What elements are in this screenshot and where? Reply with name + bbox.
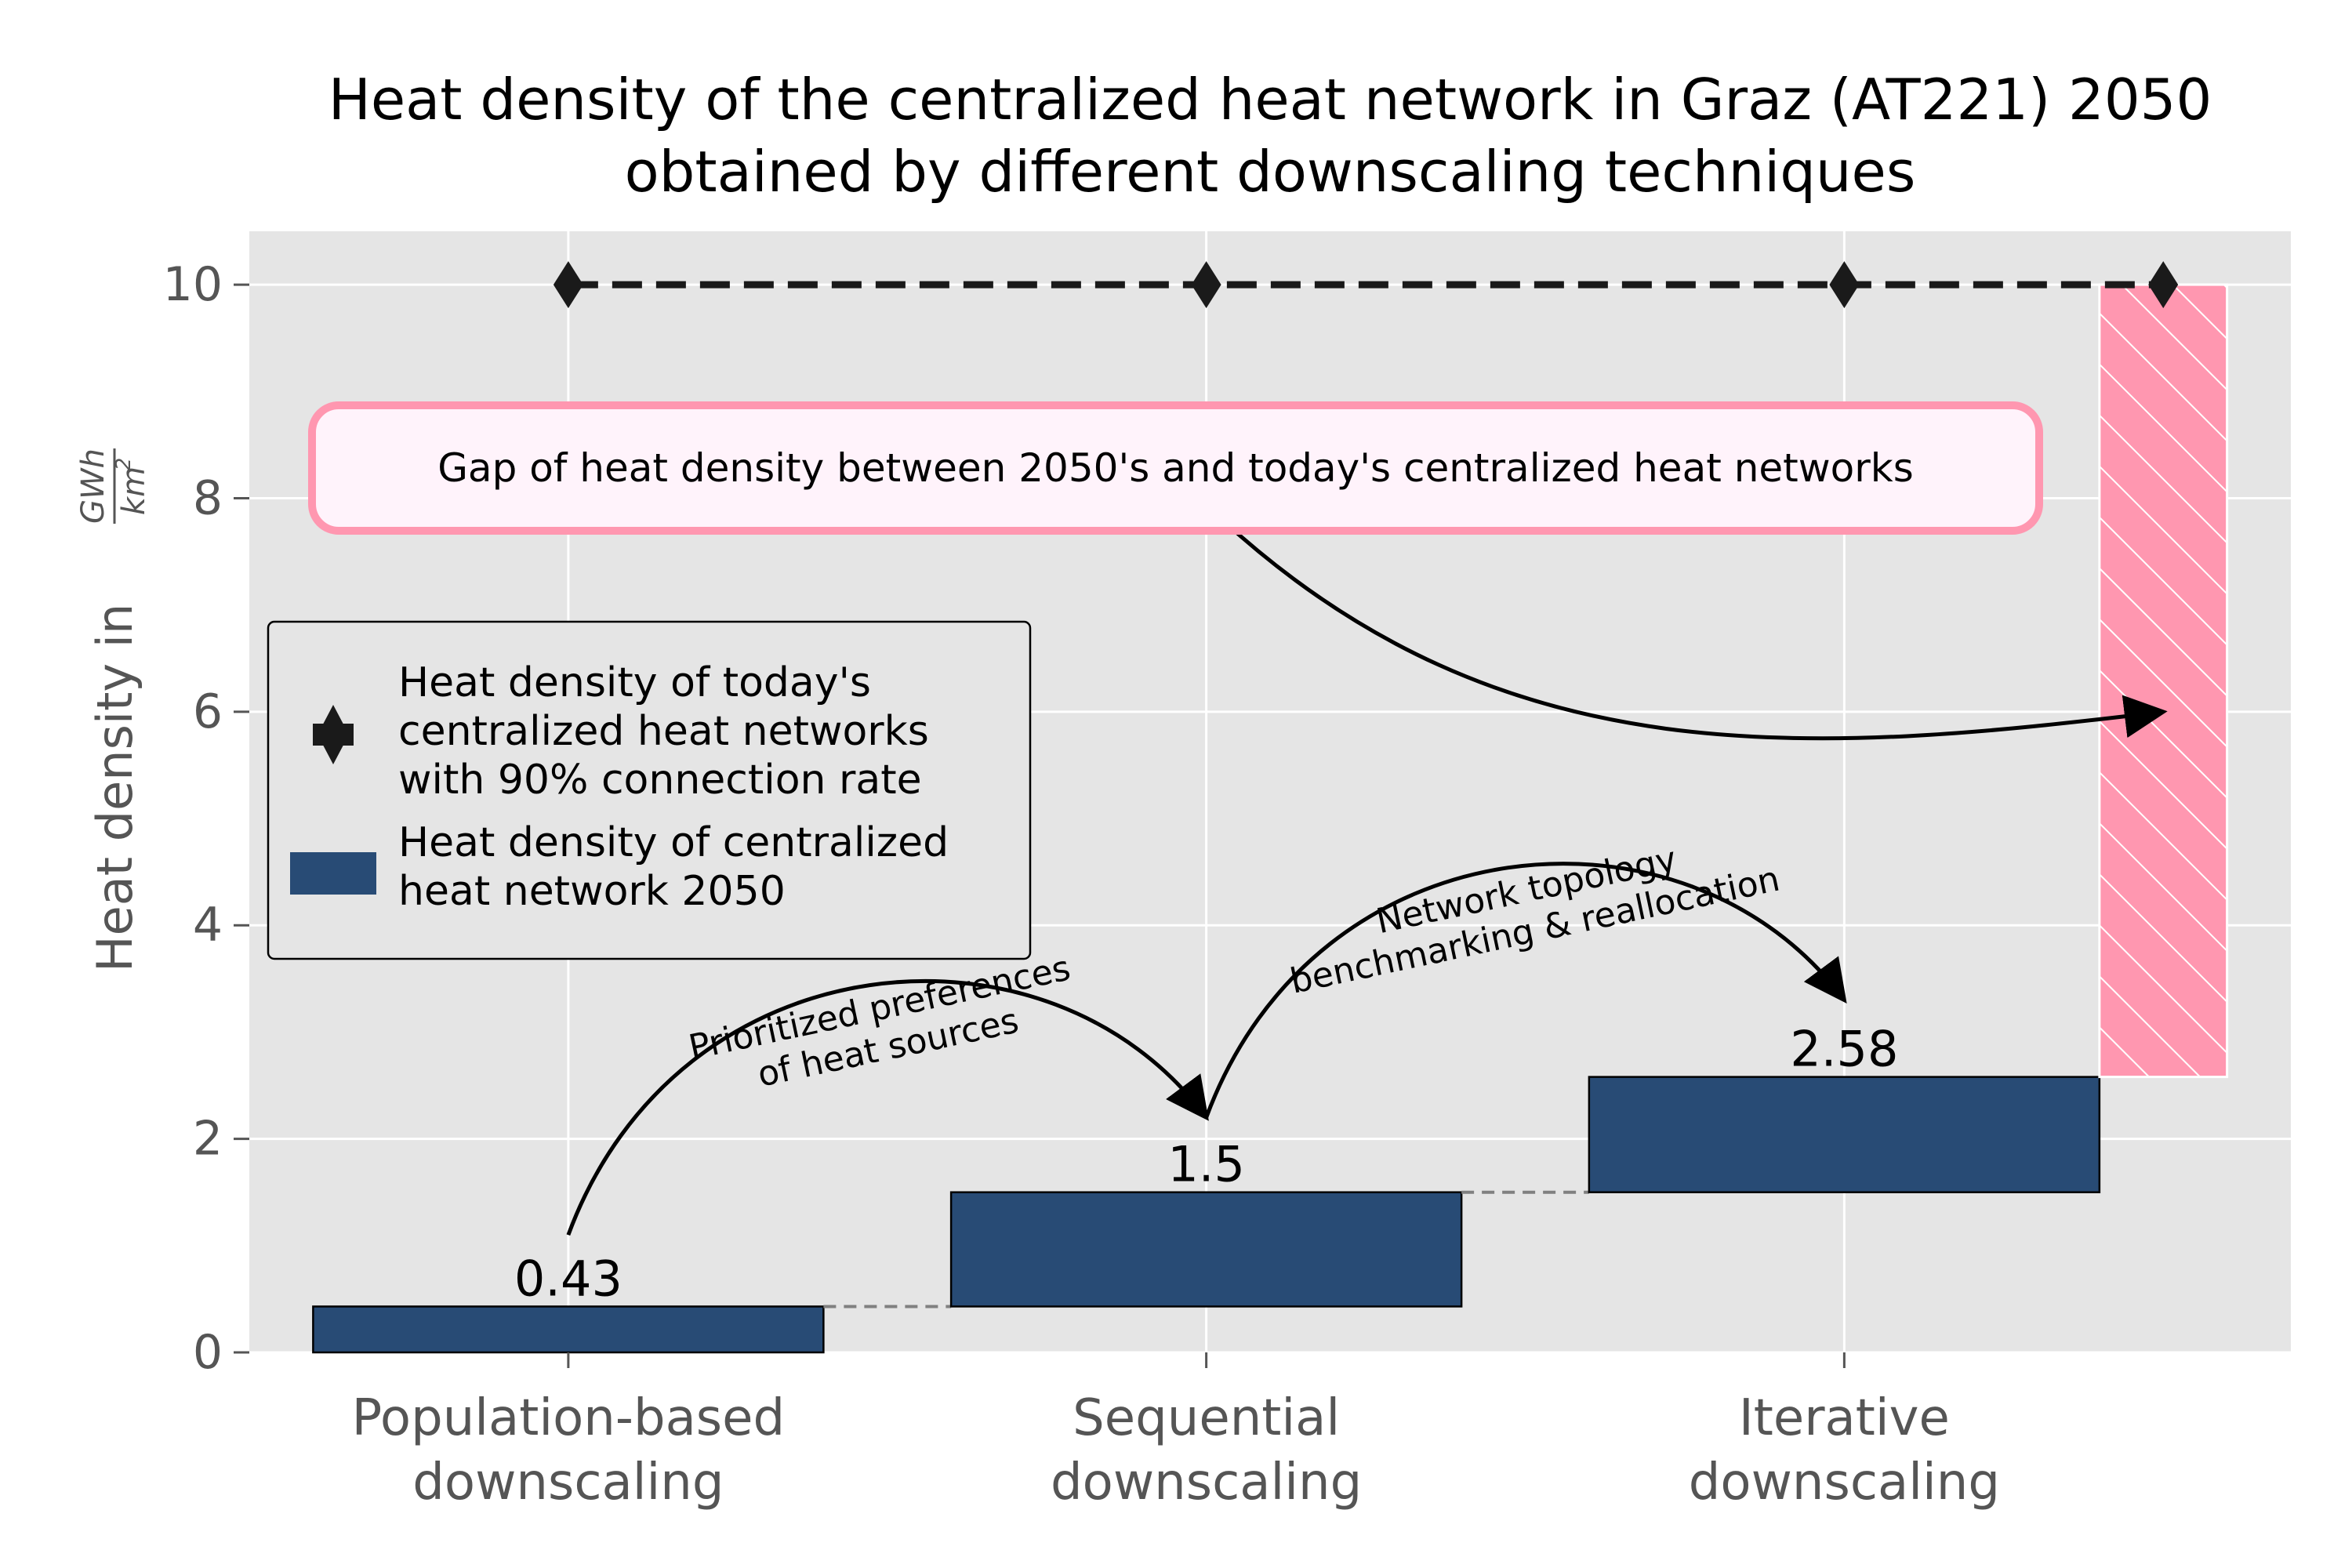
y-tick-label: 10 (163, 257, 223, 312)
y-axis-label: Heat density in (86, 604, 143, 972)
annotation-arrow (566, 978, 1209, 1236)
bar (1588, 1076, 2101, 1193)
bars: 0.43 1.5 2.58 (312, 283, 2229, 1354)
y-unit-exponent: 2 (112, 458, 136, 471)
y-tick-label: 4 (193, 898, 223, 953)
bar-value-label: 2.58 (1790, 1021, 1898, 1078)
annotation-arrow (1220, 517, 2168, 741)
bar-value-label: 1.5 (1167, 1136, 1245, 1193)
bar-value-label: 0.43 (514, 1250, 622, 1307)
gap-callout-box (308, 401, 2043, 535)
y-tick-label: 2 (193, 1112, 223, 1167)
annotation-arrow (1204, 862, 1847, 1119)
gap-bar-hatch (2098, 283, 2229, 1079)
axes: 0 2 4 6 8 10 Population-based downscaling Sequen… (75, 257, 2000, 1512)
y-tick-label: 0 (193, 1325, 223, 1380)
y-unit-denominator: km (116, 466, 152, 515)
x-tick-label: Population-based downscaling (352, 1389, 786, 1512)
gap-callout-text: Gap of heat density between 2050's and t… (437, 445, 1914, 491)
today-diamond-marker (553, 261, 583, 309)
y-axis-unit: GWh km2 (75, 448, 152, 524)
bar (949, 1191, 1463, 1308)
y-tick-label: 6 (193, 684, 223, 739)
bar (312, 1305, 825, 1354)
legend-label: Heat density of today's centralized heat … (398, 659, 929, 804)
today-diamond-marker (1191, 261, 1221, 309)
today-heat-density-line (553, 261, 2179, 309)
today-diamond-marker (1829, 261, 1860, 309)
legend-diamond-icon (318, 705, 349, 764)
legend-label: Heat density of centralized heat network … (398, 819, 949, 915)
legend-bar-swatch (290, 852, 376, 895)
today-diamond-marker (2148, 261, 2179, 309)
y-unit-numerator: GWh (75, 448, 111, 524)
chart-title: Heat density of the centralized heat net… (328, 67, 2212, 205)
legend: Heat density of today's centralized heat … (267, 620, 1032, 960)
legend-box (267, 620, 1032, 960)
x-tick-label: Iterative downscaling (1689, 1389, 2000, 1512)
x-tick-label: Sequential downscaling (1051, 1389, 1362, 1512)
y-tick-label: 8 (193, 470, 223, 525)
